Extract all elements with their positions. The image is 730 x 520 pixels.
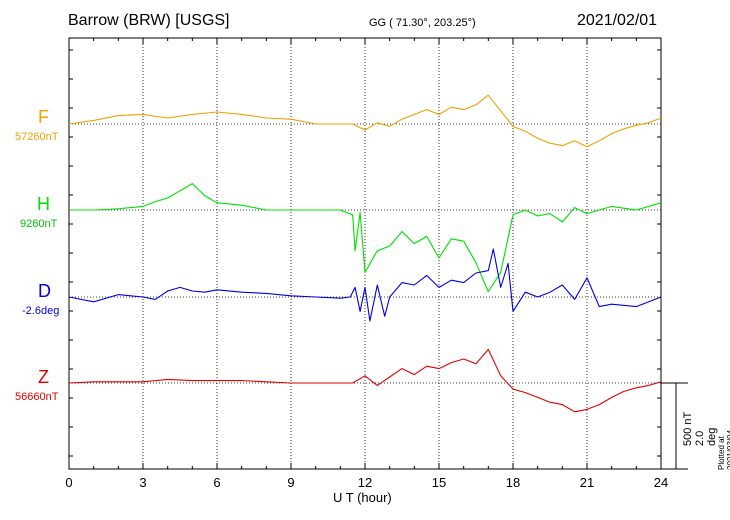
- x-tick-label: 3: [139, 475, 146, 490]
- x-tick-label: 21: [580, 475, 594, 490]
- x-tick-label: 9: [287, 475, 294, 490]
- x-tick-label: 0: [65, 475, 72, 490]
- d-baseline-label: -2.6deg: [22, 305, 60, 317]
- z-component-label: Z: [38, 367, 49, 387]
- series-f-line: [68, 94, 662, 148]
- x-tick-label: 12: [358, 475, 372, 490]
- series-h-line: [69, 183, 662, 293]
- f-component-label: F: [38, 107, 49, 127]
- x-tick-label: 6: [213, 475, 220, 490]
- x-tick-label: 15: [432, 475, 446, 490]
- x-axis-label: U T (hour): [333, 490, 392, 505]
- x-tick-label: 24: [654, 475, 668, 490]
- series-group: [68, 94, 662, 413]
- h-baseline-label: 9260nT: [20, 218, 58, 230]
- series-z-line: [68, 348, 662, 413]
- date-label: 2021/02/01: [577, 12, 658, 29]
- h-component-label: H: [37, 194, 50, 214]
- z-baseline-label: 56660nT: [15, 391, 59, 403]
- f-baseline-label: 57260nT: [15, 131, 59, 143]
- scale-nt-label: 500 nT: [682, 411, 694, 446]
- plotted-timestamp: Plotted at 2021/03/04 01:30 UT: [717, 429, 730, 470]
- d-component-label: D: [38, 281, 51, 301]
- scale-deg-label: 2.0 deg: [694, 427, 718, 446]
- station-title: Barrow (BRW) [USGS]: [68, 12, 230, 29]
- series-d-line: [68, 248, 662, 322]
- grid: [69, 38, 661, 469]
- axes: 0 3 6 9 12 15 18 21 24: [65, 37, 688, 490]
- x-tick-label: 18: [506, 475, 520, 490]
- geographic-coords: GG ( 71.30°, 203.25°): [369, 17, 476, 29]
